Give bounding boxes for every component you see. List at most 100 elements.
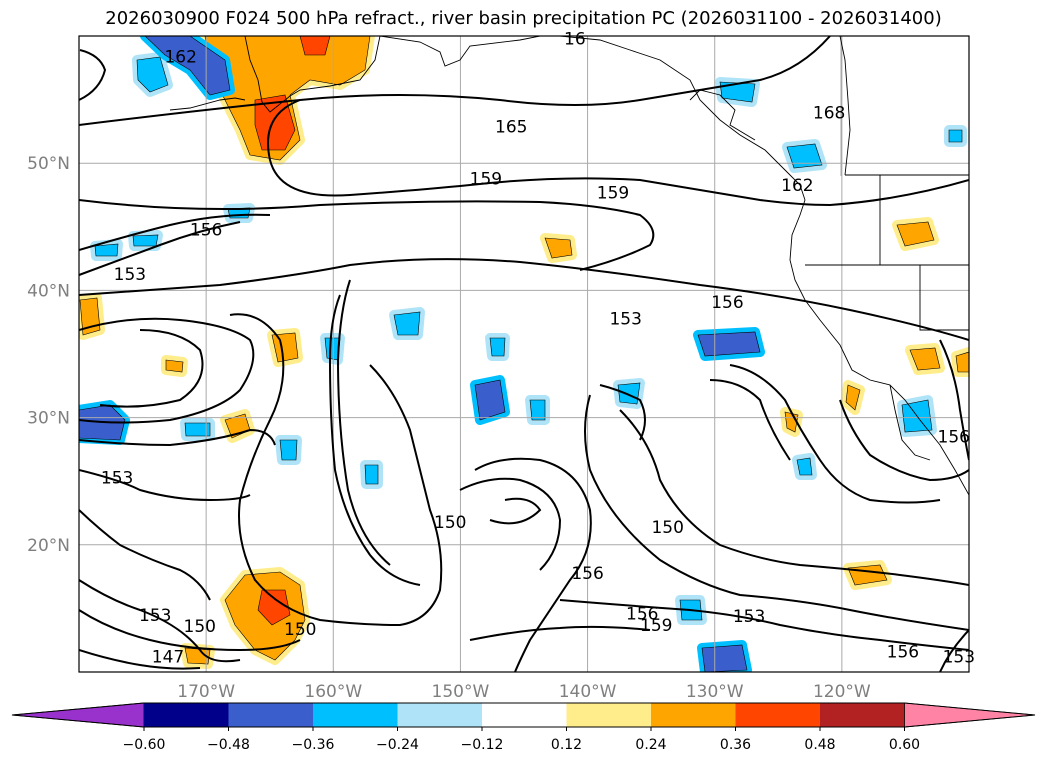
contour-label: 156: [938, 428, 970, 448]
contour-label: 153: [943, 648, 975, 668]
longitude-tick-label: 150°W: [432, 682, 490, 702]
contour-label: 153: [139, 606, 171, 626]
longitude-tick-label: 140°W: [559, 682, 617, 702]
latitude-tick-label: 40°N: [27, 281, 70, 301]
shading-blob: [796, 457, 813, 476]
shading-blob: [257, 589, 291, 626]
shading-blob: [786, 143, 823, 169]
contour-label: 150: [184, 617, 216, 637]
colorbar-tick-label: 0.12: [551, 737, 582, 753]
contour-label: 162: [164, 47, 196, 67]
colorbar-segment: [820, 703, 905, 727]
shading-blob: [474, 379, 506, 421]
coastline: [889, 384, 931, 461]
contour-line: [709, 379, 791, 461]
contour-line: [939, 629, 969, 672]
colorbar-segment: [566, 703, 651, 727]
shading-blob: [955, 351, 969, 373]
shading-blob: [299, 36, 331, 56]
shading-blob: [909, 347, 941, 371]
contour-line: [79, 609, 301, 652]
plot-frame: [78, 35, 970, 673]
contour-line: [79, 649, 201, 670]
contour-label: 150: [434, 513, 466, 533]
shading-blob: [896, 221, 935, 247]
shading-blob: [132, 234, 159, 247]
shading-blob: [393, 311, 421, 336]
contour-label: 153: [733, 607, 765, 627]
contour-label: 156: [190, 220, 222, 240]
colorbar-tick-label: −0.12: [461, 737, 504, 753]
shading-blob: [279, 439, 298, 461]
longitude-tick-label: 130°W: [686, 682, 744, 702]
contour-line: [599, 384, 646, 441]
contour-line: [99, 329, 204, 408]
contour-line: [328, 294, 421, 586]
contour-line: [229, 313, 443, 627]
contour-labels: 162 16 165 168 159 159 162 156 153 156 153 153 150 15…: [101, 30, 975, 668]
contour-label: 16: [564, 30, 586, 50]
shading-blob: [845, 384, 861, 411]
colorbar-tick-label: 0.60: [889, 737, 920, 753]
refractivity-contours: [79, 36, 969, 672]
contour-label: 159: [640, 616, 672, 636]
longitude-tick-label: 120°W: [813, 682, 871, 702]
contour-label: 156: [887, 643, 919, 663]
contour-label: 153: [609, 309, 641, 329]
contour-label: 150: [651, 518, 683, 538]
contour-label: 159: [597, 183, 629, 203]
coastline: [169, 97, 246, 111]
contour-label: 165: [495, 117, 527, 137]
contour-line: [839, 399, 969, 482]
contour-line: [79, 469, 251, 502]
colorbar-segment: [397, 703, 482, 727]
coastline: [919, 265, 969, 331]
contour-line: [79, 428, 276, 447]
contour-line: [459, 477, 562, 571]
colorbar-tick-label: −0.60: [123, 737, 166, 753]
shading-blob: [144, 36, 231, 96]
contour-line: [79, 36, 831, 126]
colorbar-segment: [651, 703, 736, 727]
latitude-tick-label: 30°N: [27, 409, 70, 429]
contour-label: 150: [284, 620, 316, 640]
coastline-borders: [169, 36, 969, 496]
contour-label: 156: [711, 293, 743, 313]
coastline: [244, 36, 381, 113]
shading-blob: [364, 464, 379, 485]
contour-label: 153: [101, 468, 133, 488]
contour-label: 156: [626, 604, 658, 624]
latitude-ticks: 50°N 40°N 30°N 20°N: [27, 154, 70, 556]
colorbar-segment: [313, 703, 398, 727]
shading-blob: [948, 129, 963, 143]
colorbar-segment: [144, 703, 229, 727]
contour-line: [489, 497, 542, 525]
shading-blob: [544, 237, 573, 259]
contour-line: [469, 625, 651, 641]
colorbar-tick-label: −0.36: [292, 737, 335, 753]
shading-blob: [136, 56, 169, 93]
coastline: [839, 36, 851, 176]
colorbar-segment: [228, 703, 313, 727]
contour-line: [584, 394, 969, 631]
contour-line: [619, 409, 969, 586]
contour-line: [79, 199, 655, 271]
colorbar-tick-label: 0.24: [635, 737, 666, 753]
shading-blob: [697, 331, 761, 357]
colorbar-tick-label: −0.24: [376, 737, 419, 753]
coastline: [789, 199, 969, 496]
contour-line: [79, 579, 241, 663]
longitude-tick-label: 160°W: [304, 682, 362, 702]
contour-label: 168: [813, 103, 845, 123]
shading-blob: [489, 337, 506, 357]
colorbar-segment: [735, 703, 820, 727]
colorbar-tick-label: 0.48: [804, 737, 835, 753]
shading-blob: [271, 332, 299, 363]
shading-blob: [94, 243, 119, 257]
contour-line: [729, 364, 941, 504]
colorbar-extend-low: [11, 702, 145, 728]
colorbar-tick-label: 0.36: [720, 737, 751, 753]
contour-line: [559, 599, 969, 651]
contour-line: [79, 258, 969, 341]
colorbar: −0.60 −0.48 −0.36 −0.24 −0.12 0.12 0.24 0.36 0.4…: [11, 702, 1036, 753]
